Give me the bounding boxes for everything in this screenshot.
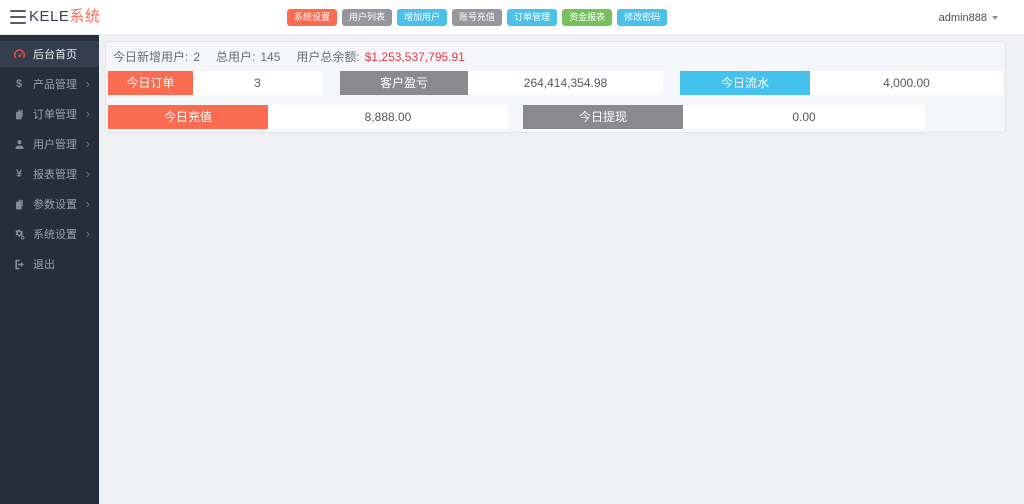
top-header: KELE系统 系统设置 用户列表 增加用户 账号充值 订单管理 资金报表 修改密…	[0, 0, 1024, 35]
sidebar-item-system-settings[interactable]: 系统设置 ›	[0, 221, 99, 247]
chevron-right-icon: ›	[85, 226, 90, 241]
copy-icon	[12, 109, 26, 120]
app-logo: KELE系统	[29, 0, 100, 35]
chevron-right-icon: ›	[85, 196, 90, 211]
dashboard-icon	[12, 48, 26, 60]
gears-icon	[12, 229, 26, 240]
card-today-withdrawal-label: 今日提现	[523, 105, 683, 129]
file-icon	[12, 199, 26, 210]
username: admin888	[938, 11, 987, 24]
sidebar-item-label: 后台首页	[33, 49, 77, 61]
stat-new-users-value: 2	[193, 50, 201, 64]
quick-button-fund-report[interactable]: 资金报表	[562, 9, 613, 26]
dollar-icon: $	[15, 78, 23, 90]
sidebar-item-label: 参数设置	[33, 199, 77, 211]
card-today-orders-label: 今日订单	[108, 71, 193, 95]
logout-icon	[12, 259, 26, 270]
sidebar-item-label: 系统设置	[33, 229, 77, 241]
card-today-deposit-label: 今日充值	[108, 105, 268, 129]
sidebar-item-dashboard[interactable]: 后台首页	[0, 41, 99, 67]
chevron-right-icon: ›	[85, 106, 90, 121]
quick-button-add-user[interactable]: 增加用户	[397, 9, 448, 26]
quick-button-change-password[interactable]: 修改密码	[617, 9, 668, 26]
stat-total-balance: 用户总余额: $1,253,537,795.91	[296, 50, 465, 64]
logo-suffix: 系统	[69, 8, 101, 25]
user-menu[interactable]: admin888	[939, 0, 998, 35]
chevron-right-icon: ›	[85, 76, 90, 91]
chevron-right-icon: ›	[85, 136, 90, 151]
sidebar-item-label: 用户管理	[33, 139, 77, 151]
card-today-withdrawal-value: 0.00	[683, 105, 925, 129]
card-today-orders-value: 3	[193, 71, 322, 95]
stat-new-users: 今日新增用户: 2	[113, 50, 201, 64]
card-today-turnover-label: 今日流水	[680, 71, 810, 95]
card-customer-profit-loss-label: 客户盈亏	[340, 71, 468, 95]
sidebar-item-logout[interactable]: 退出	[0, 251, 99, 277]
stats-bar: 今日新增用户: 2 总用户: 145 用户总余额: $1,253,537,795.91	[113, 48, 465, 65]
sidebar-item-product-management[interactable]: $ 产品管理 ›	[0, 71, 99, 97]
sidebar-item-order-management[interactable]: 订单管理 ›	[0, 101, 99, 127]
sidebar-item-label: 报表管理	[33, 169, 77, 181]
quick-buttons-bar: 系统设置 用户列表 增加用户 账号充值 订单管理 资金报表 修改密码	[287, 9, 668, 26]
quick-button-system-settings[interactable]: 系统设置	[287, 9, 338, 26]
user-icon	[12, 139, 26, 150]
menu-toggle-icon[interactable]	[10, 10, 26, 24]
main-content: 今日新增用户: 2 总用户: 145 用户总余额: $1,253,537,795.91…	[99, 35, 1024, 504]
sidebar-item-label: 订单管理	[33, 109, 77, 121]
quick-button-account-recharge[interactable]: 账号充值	[452, 9, 503, 26]
quick-button-order-management[interactable]: 订单管理	[507, 9, 558, 26]
stat-total-users-value: 145	[260, 50, 281, 64]
card-customer-profit-loss-value: 264,414,354.98	[468, 71, 663, 95]
sidebar-item-report-management[interactable]: ¥ 报表管理 ›	[0, 161, 99, 187]
sidebar-item-user-management[interactable]: 用户管理 ›	[0, 131, 99, 157]
caret-down-icon	[992, 15, 998, 20]
sidebar-item-label: 退出	[33, 259, 55, 271]
stat-total-balance-value: $1,253,537,795.91	[364, 50, 465, 64]
sidebar-item-label: 产品管理	[33, 79, 77, 91]
card-today-deposit-value: 8,888.00	[268, 105, 508, 129]
yen-icon: ¥	[15, 168, 23, 180]
card-today-turnover-value: 4,000.00	[810, 71, 1003, 95]
logo-brand: KELE	[29, 8, 70, 25]
chevron-right-icon: ›	[85, 166, 90, 181]
quick-button-user-list[interactable]: 用户列表	[342, 9, 393, 26]
sidebar-item-parameter-settings[interactable]: 参数设置 ›	[0, 191, 99, 217]
sidebar: 后台首页 $ 产品管理 › 订单管理 › 用户管理 › ¥ 报表管理 ›	[0, 35, 99, 504]
stat-total-users: 总用户: 145	[216, 50, 281, 64]
